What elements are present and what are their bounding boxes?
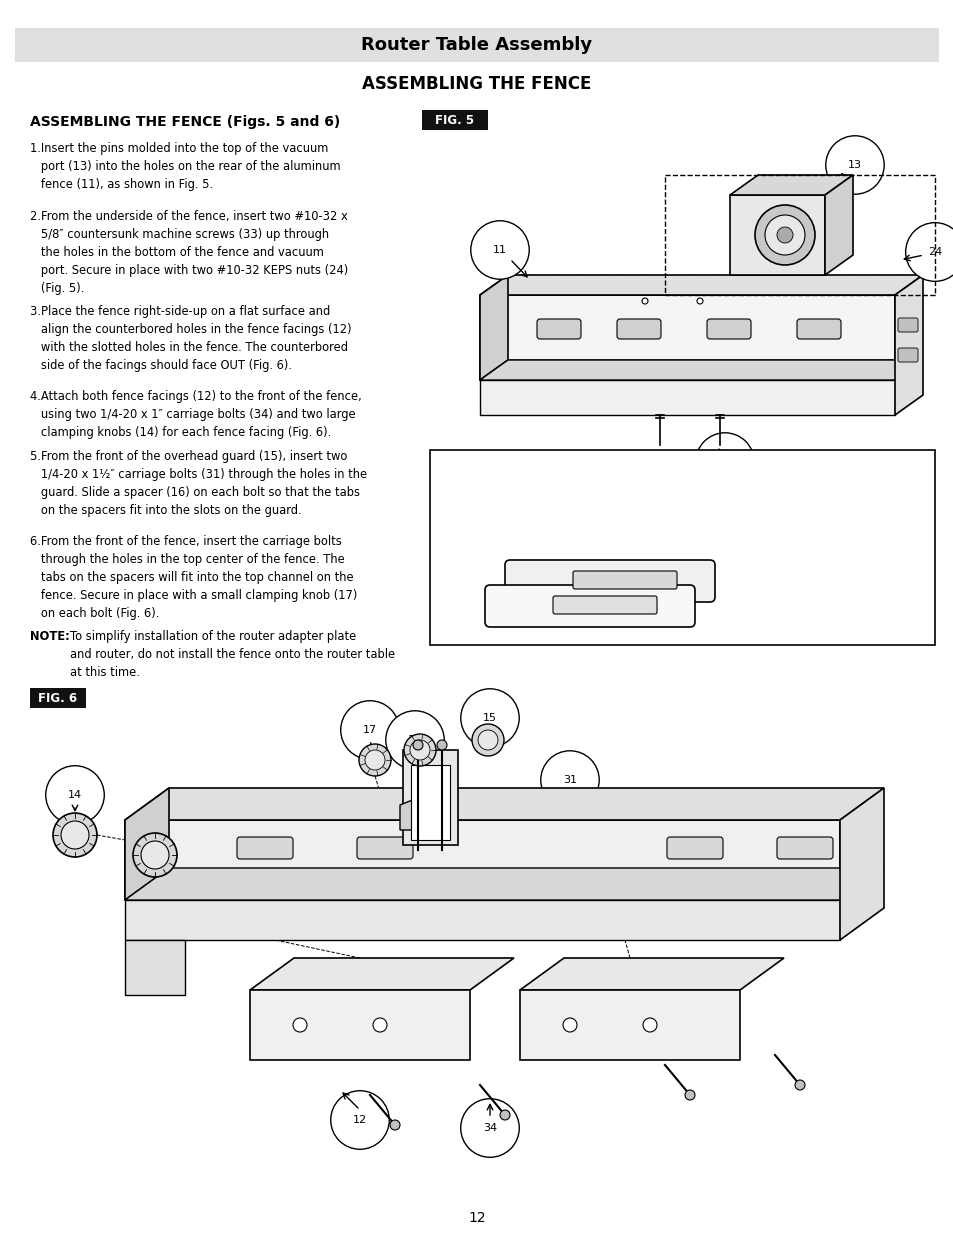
Bar bbox=[411, 764, 450, 840]
Polygon shape bbox=[125, 788, 169, 900]
Polygon shape bbox=[250, 958, 514, 990]
Text: 11: 11 bbox=[493, 245, 506, 254]
Text: 6.From the front of the fence, insert the carriage bolts
   through the holes in: 6.From the front of the fence, insert th… bbox=[30, 535, 357, 620]
Polygon shape bbox=[824, 175, 852, 275]
FancyBboxPatch shape bbox=[897, 317, 917, 332]
Text: 4.Attach both fence facings (12) to the front of the fence,
   using two 1/4-20 : 4.Attach both fence facings (12) to the … bbox=[30, 390, 361, 438]
Polygon shape bbox=[479, 275, 923, 295]
Polygon shape bbox=[479, 275, 507, 380]
FancyBboxPatch shape bbox=[776, 837, 832, 860]
Polygon shape bbox=[519, 990, 740, 1060]
FancyBboxPatch shape bbox=[537, 319, 580, 338]
Text: FIG. 5: FIG. 5 bbox=[435, 114, 474, 126]
Circle shape bbox=[764, 215, 804, 254]
Circle shape bbox=[358, 743, 391, 776]
Circle shape bbox=[794, 1079, 804, 1091]
Circle shape bbox=[141, 841, 169, 869]
Circle shape bbox=[436, 740, 447, 750]
Polygon shape bbox=[399, 795, 424, 830]
Text: 1.Insert the pins molded into the top of the vacuum
   port (13) into the holes : 1.Insert the pins molded into the top of… bbox=[30, 142, 340, 191]
Circle shape bbox=[697, 298, 702, 304]
FancyBboxPatch shape bbox=[666, 837, 722, 860]
Text: 5.From the front of the overhead guard (15), insert two
   1/4-20 x 1½″ carriage: 5.From the front of the overhead guard (… bbox=[30, 450, 367, 517]
Polygon shape bbox=[250, 990, 470, 1060]
FancyBboxPatch shape bbox=[484, 585, 695, 627]
Polygon shape bbox=[125, 820, 840, 900]
FancyBboxPatch shape bbox=[504, 559, 714, 601]
Polygon shape bbox=[479, 380, 894, 415]
Circle shape bbox=[373, 1018, 387, 1032]
Circle shape bbox=[642, 1018, 657, 1032]
Text: 14: 14 bbox=[68, 790, 82, 800]
Circle shape bbox=[562, 1018, 577, 1032]
FancyBboxPatch shape bbox=[617, 319, 660, 338]
FancyBboxPatch shape bbox=[897, 348, 917, 362]
Circle shape bbox=[61, 821, 89, 848]
Circle shape bbox=[390, 1120, 399, 1130]
Polygon shape bbox=[894, 275, 923, 415]
Text: ASSEMBLING THE FENCE: ASSEMBLING THE FENCE bbox=[362, 75, 591, 93]
Bar bbox=[30, 688, 86, 708]
Circle shape bbox=[641, 298, 647, 304]
Circle shape bbox=[410, 740, 430, 760]
Text: 13: 13 bbox=[847, 161, 862, 170]
Polygon shape bbox=[125, 900, 840, 940]
FancyBboxPatch shape bbox=[706, 319, 750, 338]
Bar bbox=[421, 110, 488, 130]
Polygon shape bbox=[419, 795, 444, 830]
Polygon shape bbox=[479, 295, 894, 380]
Text: ASSEMBLING THE FENCE (Figs. 5 and 6): ASSEMBLING THE FENCE (Figs. 5 and 6) bbox=[30, 115, 340, 128]
Bar bbox=[402, 750, 457, 845]
Circle shape bbox=[477, 730, 497, 750]
FancyBboxPatch shape bbox=[553, 597, 657, 614]
Text: 3.Place the fence right-side-up on a flat surface and
   align the counterbored : 3.Place the fence right-side-up on a fla… bbox=[30, 305, 352, 372]
Text: 16: 16 bbox=[408, 735, 421, 745]
Polygon shape bbox=[479, 359, 923, 380]
Text: 15: 15 bbox=[482, 713, 497, 722]
Polygon shape bbox=[125, 868, 883, 900]
Bar bbox=[729, 195, 824, 275]
Text: 33: 33 bbox=[718, 457, 731, 467]
Text: NOTE:: NOTE: bbox=[30, 630, 70, 643]
Circle shape bbox=[403, 734, 436, 766]
Bar bbox=[15, 28, 938, 62]
Text: 31: 31 bbox=[562, 776, 577, 785]
Polygon shape bbox=[125, 788, 883, 820]
Text: 34: 34 bbox=[482, 1123, 497, 1132]
Circle shape bbox=[413, 740, 422, 750]
Text: To simplify installation of the router adapter plate
and router, do not install : To simplify installation of the router a… bbox=[70, 630, 395, 679]
Text: 24: 24 bbox=[927, 247, 942, 257]
Text: 12: 12 bbox=[468, 1212, 485, 1225]
Text: FIG. 6: FIG. 6 bbox=[38, 692, 77, 704]
FancyBboxPatch shape bbox=[356, 837, 413, 860]
Circle shape bbox=[776, 227, 792, 243]
Circle shape bbox=[53, 813, 97, 857]
Circle shape bbox=[365, 750, 385, 769]
Circle shape bbox=[684, 1091, 695, 1100]
Polygon shape bbox=[729, 175, 852, 195]
Circle shape bbox=[472, 724, 503, 756]
FancyBboxPatch shape bbox=[573, 571, 677, 589]
Text: 2.From the underside of the fence, insert two #10-32 x
   5/8″ countersunk machi: 2.From the underside of the fence, inser… bbox=[30, 210, 348, 295]
Polygon shape bbox=[519, 958, 783, 990]
Polygon shape bbox=[125, 940, 185, 995]
Text: Router Table Assembly: Router Table Assembly bbox=[361, 36, 592, 54]
Text: 17: 17 bbox=[362, 725, 376, 735]
Bar bbox=[664, 175, 934, 295]
Text: NOTE:: NOTE: bbox=[441, 462, 481, 475]
FancyBboxPatch shape bbox=[796, 319, 841, 338]
Text: 12: 12 bbox=[353, 1115, 367, 1125]
FancyBboxPatch shape bbox=[236, 837, 293, 860]
Circle shape bbox=[754, 205, 814, 266]
Polygon shape bbox=[840, 788, 883, 940]
Polygon shape bbox=[479, 359, 923, 380]
Circle shape bbox=[293, 1018, 307, 1032]
Circle shape bbox=[499, 1110, 510, 1120]
Circle shape bbox=[132, 832, 177, 877]
Text: Two plastic jointing shims (18) are included to
provide the proper fence offset : Two plastic jointing shims (18) are incl… bbox=[479, 462, 782, 529]
Bar bbox=[430, 450, 934, 645]
